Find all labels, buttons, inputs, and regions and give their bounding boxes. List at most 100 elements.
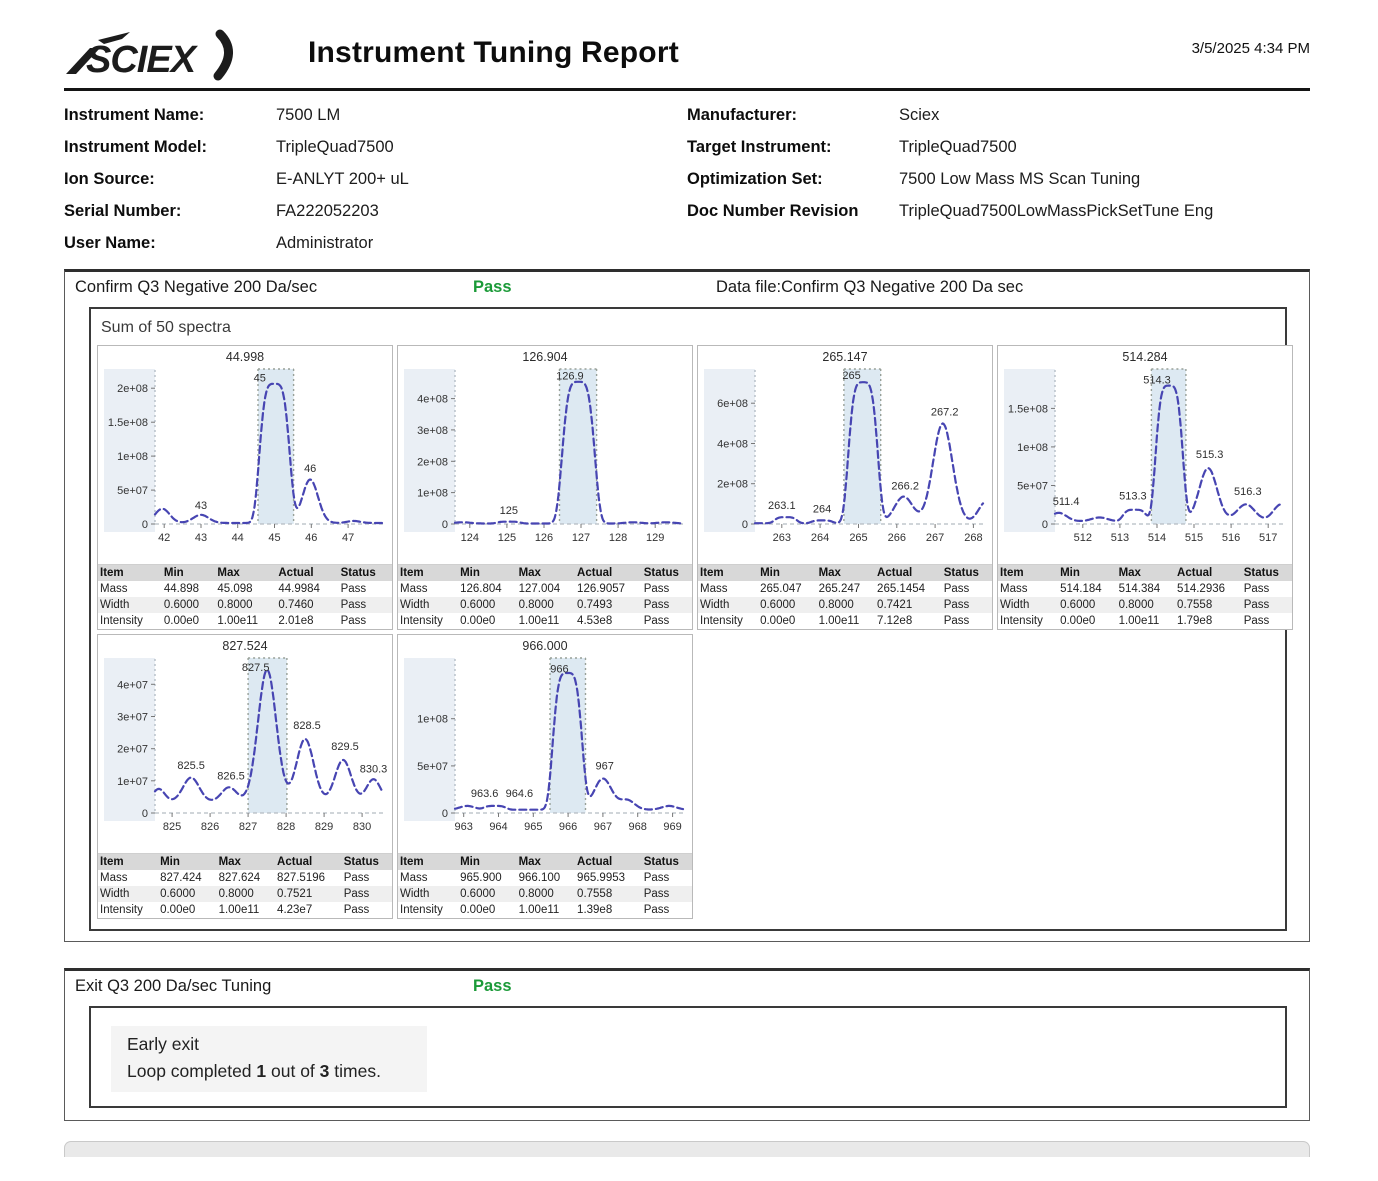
info-field: Doc Number Revision TripleQuad7500LowMass… <box>687 195 1310 227</box>
table-cell: Mass <box>700 583 728 595</box>
table-cell: Intensity <box>1000 615 1043 627</box>
table-cell: 265.047 <box>760 583 802 595</box>
column-header: Actual <box>276 564 339 581</box>
report-page: SCIEX Instrument Tuning Report 3/5/2025 … <box>64 29 1310 1157</box>
svg-text:SCIEX: SCIEX <box>86 39 199 81</box>
table-cell: 1.79e8 <box>1177 615 1213 627</box>
spectrum-panel: 966.000 0 5e+07 1e+08 963 964 965 966 967 968 969 9… <box>397 634 693 919</box>
result-table: Item Min Max Actual Status Mass 126.804 127.004… <box>398 564 692 629</box>
result-table: Item Min Max Actual Status Mass 514.184 514.384… <box>998 564 1292 629</box>
column-header: Item <box>98 564 162 581</box>
loop-suffix: times. <box>329 1061 381 1081</box>
table-row: Width 0.6000 0.8000 0.7558 Pass <box>398 886 692 902</box>
spectrum-title: 44.998 <box>225 350 265 364</box>
peak-label: 966 <box>550 663 568 675</box>
table-cell: Intensity <box>100 904 143 916</box>
y-tick-label: 2e+08 <box>717 479 748 491</box>
table-cell: 0.00e0 <box>460 904 496 916</box>
spectra-sum-label: Sum of 50 spectra <box>101 319 231 336</box>
y-axis-strip <box>704 369 755 532</box>
section-confirm-head: Confirm Q3 Negative 200 Da/sec Pass Data… <box>65 272 1309 299</box>
info-field: Manufacturer: Sciex <box>687 99 1310 131</box>
x-tick-label: 512 <box>1074 532 1092 544</box>
x-tick-label: 969 <box>663 821 681 833</box>
y-tick-label: 0 <box>442 808 448 820</box>
column-header: Actual <box>275 853 342 870</box>
info-field: Target Instrument: TripleQuad7500 <box>687 131 1310 163</box>
table-cell: 514.384 <box>1118 583 1161 595</box>
column-header: Max <box>215 564 277 581</box>
y-tick-label: 0 <box>742 519 748 531</box>
y-tick-label: 2e+08 <box>117 383 148 395</box>
table-cell: 44.898 <box>163 583 200 595</box>
spectrum-panel: 265.147 0 2e+08 4e+08 6e+08 263 264 265 266 267 26… <box>697 345 993 630</box>
column-header: Item <box>698 564 759 581</box>
table-cell: 0.6000 <box>460 599 496 611</box>
table-cell: 265.247 <box>818 583 861 595</box>
column-header: Item <box>398 564 459 581</box>
table-cell: Width <box>1000 599 1030 611</box>
table-cell: 0.00e0 <box>460 615 496 627</box>
y-tick-label: 6e+08 <box>717 398 748 410</box>
table-cell: 0.6000 <box>460 888 496 900</box>
table-cell: 965.900 <box>460 872 502 884</box>
column-header: Min <box>758 564 817 581</box>
x-tick-label: 830 <box>353 821 371 833</box>
column-header: Status <box>1241 564 1292 581</box>
peak-label: 46 <box>304 463 316 475</box>
y-tick-label: 5e+07 <box>117 485 148 497</box>
y-axis-strip <box>104 658 155 821</box>
table-cell: Intensity <box>400 904 443 916</box>
table-cell: Mass <box>400 872 428 884</box>
x-tick-label: 264 <box>811 532 829 544</box>
peak-label: 827.5 <box>242 662 270 674</box>
table-cell: Pass <box>1243 615 1270 627</box>
column-header: Item <box>398 853 459 870</box>
table-cell: Pass <box>343 872 370 884</box>
x-tick-label: 47 <box>342 532 354 544</box>
x-tick-label: 267 <box>926 532 944 544</box>
table-cell: 126.9057 <box>577 583 626 595</box>
table-cell: Pass <box>340 583 367 595</box>
loop-done-count: 1 <box>256 1061 267 1081</box>
table-cell: 126.804 <box>460 583 502 595</box>
info-field: Ion Source: E-ANLYT 200+ uL <box>64 163 687 195</box>
status-badge: Pass <box>473 278 512 296</box>
table-row: Intensity 0.00e0 1.00e11 7.12e8 Pass <box>698 613 992 629</box>
column-header: Item <box>98 853 159 870</box>
page-title: Instrument Tuning Report <box>308 36 679 69</box>
table-cell: Pass <box>643 583 670 595</box>
table-cell: Pass <box>643 888 670 900</box>
column-header: Max <box>816 564 876 581</box>
info-field-label: Ion Source: <box>64 170 155 188</box>
table-cell: 827.5196 <box>277 872 326 884</box>
table-row: Mass 827.424 827.624 827.5196 Pass <box>98 870 392 886</box>
table-cell: Mass <box>100 583 128 595</box>
y-tick-label: 4e+08 <box>717 439 748 451</box>
loop-mid: out of <box>266 1061 320 1081</box>
peak-label: 126.9 <box>556 370 584 382</box>
table-row: Mass 265.047 265.247 265.1454 Pass <box>698 581 992 597</box>
table-cell: 0.00e0 <box>160 904 196 916</box>
info-field-value: TripleQuad7500LowMassPickSetTune Eng <box>899 202 1214 220</box>
info-field-value: Administrator <box>276 234 374 252</box>
table-cell: 0.7460 <box>278 599 314 611</box>
table-cell: Mass <box>400 583 428 595</box>
x-tick-label: 966 <box>559 821 577 833</box>
x-tick-label: 129 <box>646 532 664 544</box>
column-header: Actual <box>575 564 642 581</box>
x-tick-label: 828 <box>277 821 295 833</box>
x-tick-label: 968 <box>629 821 647 833</box>
peak-label: 515.3 <box>1196 449 1224 461</box>
column-header: Max <box>516 853 576 870</box>
table-row: Mass 514.184 514.384 514.2936 Pass <box>998 581 1292 597</box>
result-table: Item Min Max Actual Status Mass 827.424 827.624… <box>98 853 392 918</box>
spectrum-panel: 126.904 0 1e+08 2e+08 3e+08 4e+08 124 125 126 127… <box>397 345 693 630</box>
table-row: Width 0.6000 0.8000 0.7521 Pass <box>98 886 392 902</box>
table-cell: 0.00e0 <box>1060 615 1096 627</box>
x-tick-label: 516 <box>1222 532 1240 544</box>
table-row: Width 0.6000 0.8000 0.7558 Pass <box>998 597 1292 613</box>
x-tick-label: 128 <box>609 532 627 544</box>
table-cell: 0.7521 <box>277 888 313 900</box>
peak-label: 266.2 <box>891 480 919 492</box>
